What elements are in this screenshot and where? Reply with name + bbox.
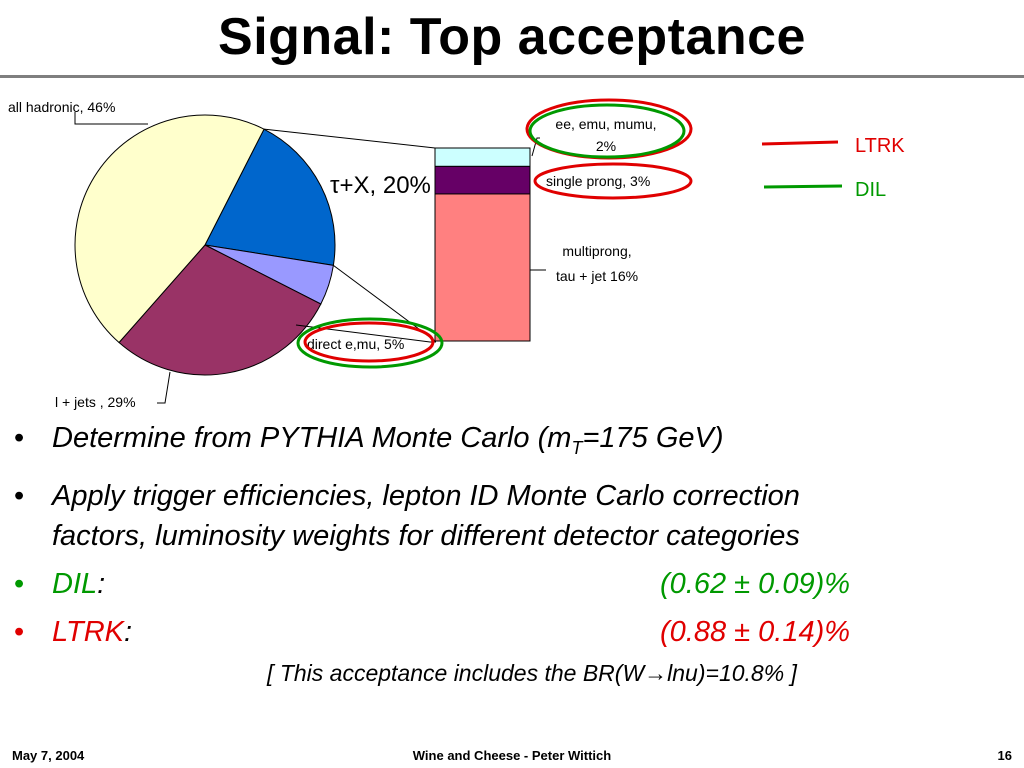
- bullet-ltrk-colon: :: [123, 615, 133, 648]
- highlight-direct-e-mu-green: [296, 317, 444, 369]
- note-text-end: lnu)=10.8% ]: [667, 660, 797, 686]
- label-ee-emu-mumu-line2: 2%: [596, 138, 616, 154]
- highlight-ee-emu-mumu-green: [528, 103, 686, 159]
- highlight-single-prong-red: [533, 162, 693, 200]
- connector-top: [263, 128, 436, 149]
- bullet-dot: •: [14, 422, 25, 454]
- label-l-jets: l + jets , 29%: [55, 394, 136, 410]
- footer-date: May 7, 2004: [12, 748, 85, 763]
- acceptance-note: [ This acceptance includes the BR(W→lnu)…: [0, 660, 1024, 687]
- label-direct-e-mu: direct e,mu, 5%: [307, 336, 404, 352]
- bullet-ltrk-value: (0.88 ± 0.14)%: [660, 615, 851, 648]
- bullet-dil-value: (0.62 ± 0.09)%: [660, 567, 851, 600]
- label-ee-emu-mumu-line1: ee, emu, mumu,: [555, 116, 656, 132]
- acceptance-chart: all hadronic, 46% τ+X, 20% direct e,mu, …: [8, 98, 905, 410]
- footer-title: Wine and Cheese - Peter Wittich: [412, 748, 612, 763]
- bullet-dil-label: DIL: [52, 567, 98, 600]
- bullet-list: • Determine from PYTHIA Monte Carlo (mT=…: [14, 418, 1014, 660]
- pie-chart: [74, 114, 336, 376]
- title-divider: [0, 75, 1024, 78]
- bullet-dot: •: [14, 567, 25, 600]
- leader-ee-emu-mumu: [531, 137, 540, 157]
- highlight-direct-e-mu-red: [303, 321, 435, 363]
- legend-ltrk-label: LTRK: [855, 135, 905, 157]
- bullet-dot: •: [14, 479, 25, 512]
- leader-l-jets: [157, 371, 171, 404]
- bar-segment-multiprong-tau-jet-16: [434, 193, 531, 342]
- bullet-apply-line1: Apply trigger efficiencies, lepton ID Mo…: [52, 479, 800, 512]
- footer-page-number: 16: [997, 748, 1012, 763]
- label-tau-x: τ+X, 20%: [330, 172, 431, 199]
- arrow-icon: →: [644, 660, 668, 686]
- leader-all-hadronic: [74, 112, 148, 125]
- bar-segment-ee-emu-mumu-2: [434, 147, 531, 167]
- label-single-prong: single prong, 3%: [546, 173, 650, 189]
- bullet-dil-colon: :: [97, 567, 106, 600]
- pie-slice-all-hadronic-46: [74, 114, 265, 344]
- bullet-ltrk-label: LTRK: [52, 615, 124, 648]
- legend-dil-label: DIL: [855, 179, 886, 201]
- bullet-dot: •: [14, 615, 25, 648]
- bullet-apply-line2: factors, luminosity weights for differen…: [52, 519, 800, 552]
- label-all-hadronic: all hadronic, 46%: [8, 99, 115, 115]
- label-multiprong-line2: tau + jet 16%: [556, 268, 638, 284]
- label-multiprong-line1: multiprong,: [562, 243, 631, 259]
- bullet-ltrk: • LTRK: (0.88 ± 0.14)%: [14, 612, 1014, 652]
- bullet-dil: • DIL: (0.62 ± 0.09)%: [14, 564, 1014, 604]
- pie-slice-x-20: [204, 128, 336, 266]
- legend-ltrk-swatch: [761, 140, 839, 146]
- legend-dil-swatch: [763, 184, 843, 189]
- bullet-determine-text-end: =175 GeV): [582, 422, 724, 454]
- bar-segment-single-prong-3: [434, 165, 531, 195]
- slide-title: Signal: Top acceptance: [218, 8, 806, 66]
- bullet-determine-sub: T: [571, 437, 583, 458]
- breakdown-bar: [434, 147, 531, 342]
- bullet-determine: • Determine from PYTHIA Monte Carlo (mT=…: [14, 418, 1014, 468]
- bullet-apply: • Apply trigger efficiencies, lepton ID …: [14, 476, 1014, 556]
- note-text-start: [ This acceptance includes the BR(W: [267, 660, 645, 686]
- bullet-determine-text: Determine from PYTHIA Monte Carlo (m: [52, 422, 572, 454]
